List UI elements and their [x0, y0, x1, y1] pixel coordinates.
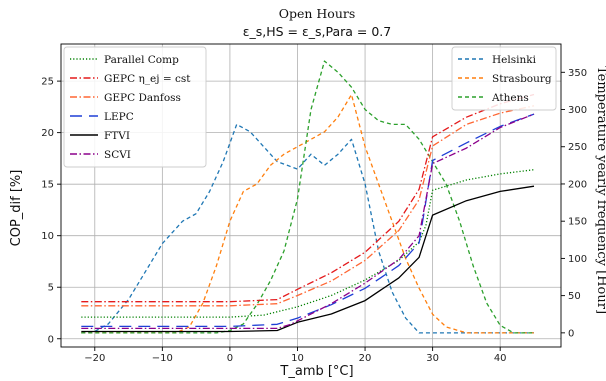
y-tick-label: 15 — [41, 180, 54, 191]
x-tick-label: −20 — [84, 353, 105, 364]
y2-tick-label: 150 — [568, 217, 587, 228]
legend-box — [63, 46, 207, 168]
legend-label: Athens — [491, 92, 529, 104]
chart-title: Open Hours — [279, 6, 356, 21]
legend-left: Parallel Comp GEPC η_ej = cst GEPC Danfoss… — [63, 46, 207, 168]
y2-tick-label: 50 — [568, 291, 581, 302]
x-axis-label: T_amb [°C] — [279, 364, 353, 379]
y2-tick-label: 200 — [568, 179, 587, 190]
legend-right: Helsinki Strasbourg Athens — [451, 46, 557, 111]
series-line-athens — [81, 60, 534, 334]
y2-tick-label: 300 — [568, 105, 587, 116]
legend-label: Helsinki — [492, 54, 537, 66]
y2-tick-label: 250 — [568, 142, 587, 153]
y-tick-label: 10 — [41, 231, 54, 242]
series-line-gepc-danfoss — [81, 105, 535, 307]
legend-label: FTVI — [104, 130, 130, 142]
series-layer — [81, 60, 535, 334]
legend-label: GEPC Danfoss — [104, 92, 181, 104]
x-tick-label: 40 — [494, 353, 507, 364]
legend-label: SCVI — [104, 149, 131, 161]
series-line-parallel-comp — [81, 169, 535, 318]
y-tick-label: 0 — [48, 334, 54, 345]
y2-axis-label: Temperature yearly frequency [Hour] — [594, 66, 606, 314]
legend-label: GEPC η_ej = cst — [104, 73, 191, 85]
legend-label: Parallel Comp — [104, 54, 179, 66]
x-tick-label: −10 — [152, 353, 173, 364]
x-tick-label: 0 — [227, 353, 233, 364]
series-line-scvi — [81, 113, 535, 330]
chart-subtitle: ε_s,HS = ε_s,Para = 0.7 — [243, 24, 391, 39]
series-line-gepc-ej-cst — [81, 93, 535, 303]
axis-layer: −20 −10 0 10 20 30 400510152025050100150200250… — [41, 68, 587, 364]
legend-label: Strasbourg — [492, 73, 552, 85]
y2-tick-label: 350 — [568, 68, 587, 79]
series-line-ftvi — [81, 185, 535, 333]
legend-box — [451, 46, 557, 111]
legend-label: LEPC — [104, 111, 134, 123]
x-tick-label: 30 — [426, 353, 439, 364]
series-line-helsinki — [81, 123, 534, 334]
plot-frame — [60, 43, 562, 348]
y-tick-label: 20 — [41, 128, 54, 139]
y-axis-label: COP_dif [%] — [9, 170, 24, 247]
series-line-strasbourg — [81, 93, 534, 334]
x-tick-label: 10 — [291, 353, 304, 364]
x-tick-label: 20 — [359, 353, 372, 364]
y-tick-label: 5 — [48, 283, 54, 294]
y2-tick-label: 0 — [568, 328, 574, 339]
y2-tick-label: 100 — [568, 254, 587, 265]
series-line-lepc — [81, 113, 535, 328]
y-tick-label: 25 — [41, 77, 54, 88]
